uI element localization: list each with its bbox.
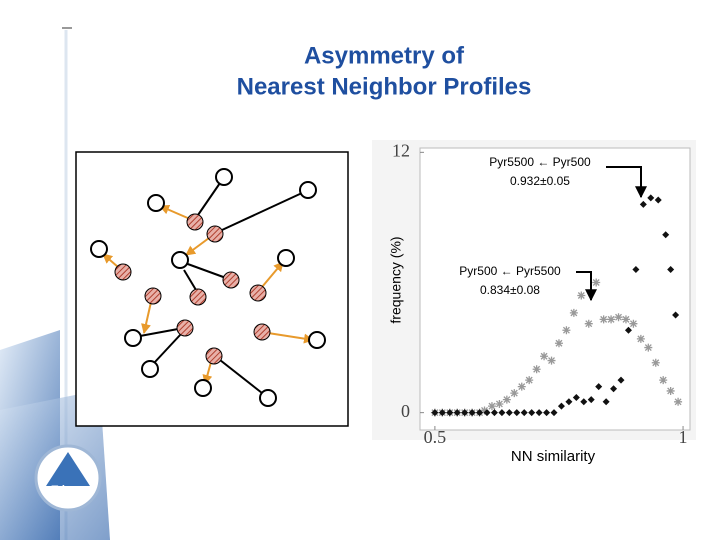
title: Nearest Neighbor Profiles [237, 73, 532, 100]
x-axis-label: NN similarity [511, 448, 596, 465]
point [505, 409, 513, 417]
point [520, 409, 528, 417]
point [468, 409, 476, 417]
point [624, 326, 632, 334]
arrows [102, 204, 314, 385]
point [662, 231, 670, 239]
point [550, 409, 558, 417]
point [607, 315, 616, 324]
point [614, 313, 623, 322]
point [672, 311, 680, 319]
point [517, 382, 526, 391]
point [513, 409, 521, 417]
point [547, 356, 556, 365]
point [644, 343, 653, 352]
point [587, 396, 595, 404]
point [554, 339, 563, 348]
logo-text: Tripos [51, 484, 84, 496]
diagram [75, 151, 349, 427]
point [659, 376, 668, 385]
point [446, 409, 454, 417]
point [535, 409, 543, 417]
point [476, 409, 484, 417]
point [632, 265, 640, 273]
point [540, 352, 549, 361]
x-tick-label: 0.5 [424, 427, 447, 447]
y-tick-label: 0 [401, 401, 410, 421]
point [510, 389, 519, 398]
point [584, 319, 593, 328]
point [487, 402, 496, 411]
point [572, 393, 580, 401]
point [667, 265, 675, 273]
point [495, 399, 504, 408]
point [674, 397, 683, 406]
point [565, 398, 573, 406]
point [431, 409, 439, 417]
point [543, 409, 551, 417]
point [610, 385, 618, 393]
point [580, 398, 588, 406]
point [562, 326, 571, 335]
filled-nodes [114, 213, 271, 365]
point [651, 358, 660, 367]
point [490, 409, 498, 417]
point [617, 376, 625, 384]
point [483, 409, 491, 417]
point [461, 409, 469, 417]
point [438, 409, 446, 417]
annotation: Pyr5500 ← Pyr500 [489, 155, 591, 169]
y-axis-label: frequency (%) [388, 236, 404, 323]
point [639, 200, 647, 208]
point [666, 386, 675, 395]
annotation: 0.834±0.08 [480, 283, 540, 297]
open-nodes [90, 168, 326, 407]
point [647, 194, 655, 202]
point [502, 395, 511, 404]
point [480, 406, 489, 415]
annotation: Pyr500 ← Pyr5500 [459, 264, 561, 278]
point [577, 291, 586, 300]
annotation: 0.932±0.05 [510, 174, 570, 188]
point [453, 409, 461, 417]
point [569, 308, 578, 317]
y-tick-label: 12 [392, 140, 410, 160]
links [139, 182, 303, 394]
point [599, 315, 608, 324]
point [525, 376, 534, 385]
logo-mark [46, 452, 90, 486]
point [557, 402, 565, 410]
point [636, 334, 645, 343]
point [592, 278, 601, 287]
annotation-arrows [576, 166, 647, 302]
point [602, 398, 610, 406]
point [532, 365, 541, 374]
point [621, 315, 630, 324]
point [629, 319, 638, 328]
point [498, 409, 506, 417]
point [528, 409, 536, 417]
plot-area [419, 147, 691, 431]
x-tick-label: 1 [679, 427, 688, 447]
point [654, 196, 662, 204]
title: Asymmetry of [304, 42, 465, 69]
point [595, 383, 603, 391]
